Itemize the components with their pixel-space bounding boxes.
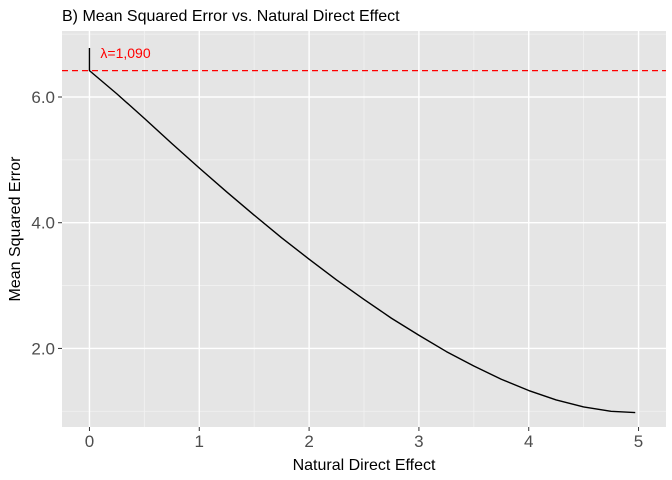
y-axis-ticks: 2.0 4.0 6.0 <box>31 88 62 358</box>
chart-title: B) Mean Squared Error vs. Natural Direct… <box>62 8 400 25</box>
y-tick-label: 4.0 <box>31 214 55 233</box>
x-tick-label: 5 <box>634 432 643 451</box>
x-axis-title: Natural Direct Effect <box>293 457 436 474</box>
major-gridlines <box>62 31 666 427</box>
x-tick-label: 0 <box>85 432 94 451</box>
series-line <box>88 47 636 414</box>
y-axis-title: Mean Squared Error <box>7 156 24 302</box>
x-axis-ticks: 0 1 2 3 4 5 <box>85 427 643 451</box>
y-tick-label: 6.0 <box>31 88 55 107</box>
lambda-annotation: λ=1,090 <box>100 45 150 61</box>
x-tick-label: 2 <box>304 432 313 451</box>
x-tick-label: 4 <box>524 432 533 451</box>
x-tick-label: 3 <box>414 432 423 451</box>
x-tick-label: 1 <box>195 432 204 451</box>
y-tick-label: 2.0 <box>31 339 55 358</box>
